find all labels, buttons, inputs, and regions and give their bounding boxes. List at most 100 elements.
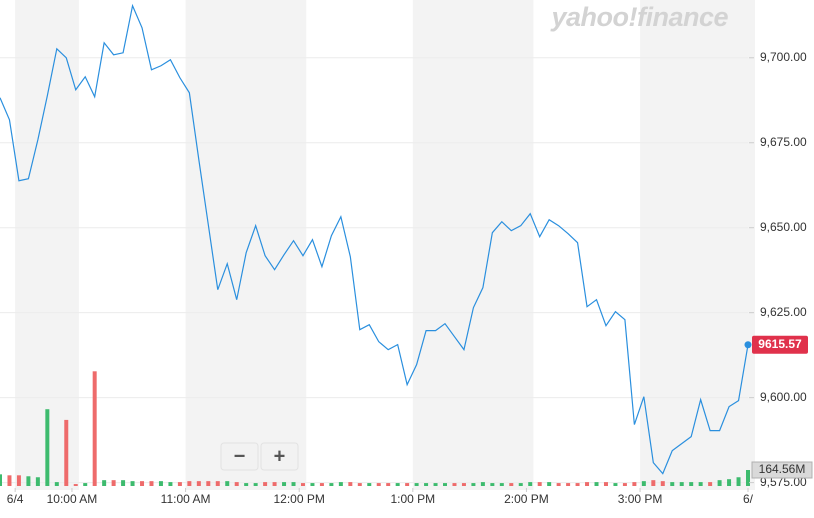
price-line [0,3,749,475]
volume-bar [130,481,135,486]
x-tick-label: 2:00 PM [504,492,549,506]
y-tick-label: 9,675.00 [760,135,807,149]
volume-bar [140,481,145,486]
volume-bar [405,483,410,486]
volume-bar [111,480,116,486]
volume-bar [282,482,287,486]
time-band [412,0,534,490]
volume-bar [367,483,372,486]
x-tick-label: 3:00 PM [618,492,663,506]
volume-bar [603,482,608,486]
volume-bar [263,482,268,486]
volume-bar [736,477,741,486]
volume-bar [149,481,154,486]
volume-bar [102,480,107,486]
volume-bar [45,409,50,486]
volume-bar [452,483,457,486]
zoom-out-label[interactable]: − [234,445,246,467]
volume-bar [196,481,201,486]
volume-bar [26,476,31,486]
volume-bar [348,482,353,486]
volume-bar [121,480,126,486]
volume-badge [751,461,813,479]
volume-bar [471,483,476,486]
y-tick-label: 9,650.00 [760,220,807,234]
volume-bar [319,483,324,486]
volume-bar [206,481,211,486]
volume-bar [244,483,249,486]
y-tick-label: 9,700.00 [760,50,807,64]
time-band [185,0,307,490]
volume-bar [291,482,296,486]
plot [0,3,752,475]
volume-bar [395,483,400,486]
volume-bar [357,483,362,486]
zoom-out-button[interactable] [220,442,259,471]
volume-bar [670,482,675,486]
x-tick-label: 12:00 PM [274,492,325,506]
volume-bar [708,482,713,486]
price-badge [752,335,808,354]
volume-bar [225,481,230,486]
y-tick-label: 9,600.00 [760,390,807,404]
logo: yahoo!finance [549,2,728,32]
volume-bar [7,475,12,486]
volume-bar [689,482,694,486]
volume-bar [556,483,561,486]
volume-bar [158,481,163,486]
volume-bar [632,482,637,486]
x-tick-label: 11:00 AM [161,492,211,506]
volume-bar [566,483,571,486]
volume-bar [16,475,21,486]
last-point [744,341,752,349]
zoom-controls: − + [220,442,299,471]
volume [0,371,750,486]
volume-bar [575,483,580,486]
volume-bar [651,480,656,486]
zoom-in-button[interactable] [260,442,299,471]
volume-bar [92,371,97,486]
volume-bar [518,483,523,486]
y-tick-label: 9,625.00 [760,305,807,319]
volume-bar [547,482,552,486]
volume-bar [622,483,627,486]
volume-bar [234,482,239,486]
time-band [15,0,79,490]
volume-bar [272,482,277,486]
volume-bar [310,483,315,486]
volume-bar [35,477,40,486]
volume-bar [338,482,343,486]
volume-bar [64,419,69,486]
volume-bar [329,483,334,486]
volume-bar [187,481,192,486]
volume-bar [168,482,173,486]
volume-bar [376,483,381,486]
volume-bar [433,483,438,486]
volume-bar [679,482,684,486]
price-label: 9615.57 [758,337,802,351]
volume-bar [414,483,419,486]
volume-bar [585,482,590,486]
volume-bar [537,482,542,486]
volume-bar [0,474,2,486]
volume-bar [215,481,220,486]
x-tick-label: 10:00 AM [47,492,98,506]
volume-bar [613,483,618,486]
volume-bar [528,482,533,486]
volume-bar [746,470,750,486]
volume-bar [386,483,391,486]
volume-bar [83,483,88,486]
zoom-in-label[interactable]: + [274,445,286,467]
volume-bar [594,482,599,486]
volume-bar [253,483,258,486]
axes: 9,575.009,600.009,625.009,650.009,675.00… [7,50,813,506]
volume-bar [73,484,78,486]
volume-bar [499,483,504,486]
volume-label: 164.56M [759,462,806,476]
volume-bar [727,479,732,486]
time-bands [15,0,755,490]
volume-bar [509,483,514,486]
volume-bar [698,482,703,486]
volume-bar [300,483,305,486]
